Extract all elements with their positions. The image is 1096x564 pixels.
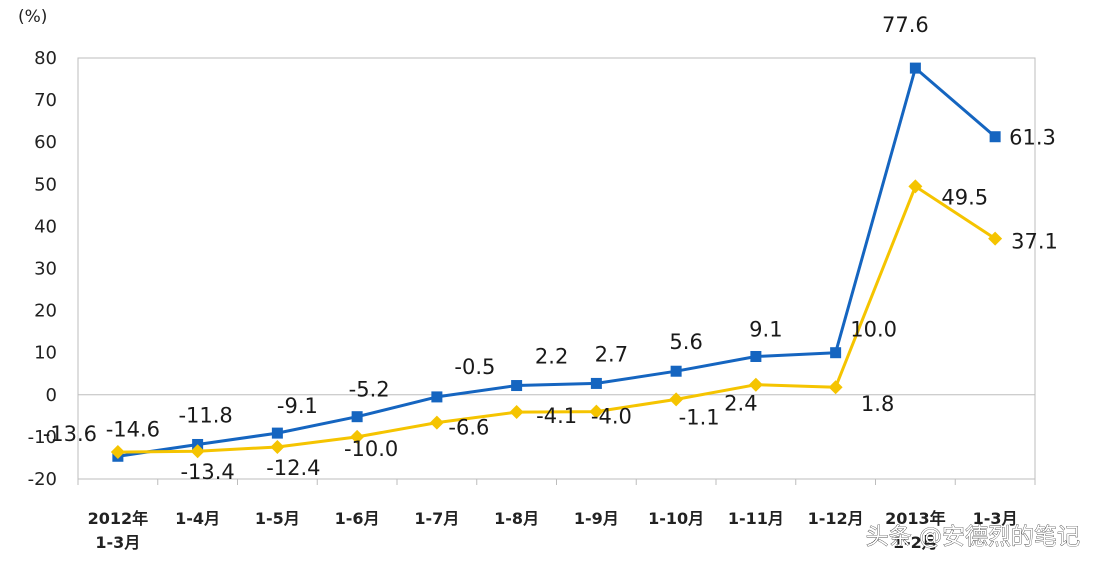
y-tick-label: 0 [46,385,57,406]
data-label: -9.1 [277,394,318,418]
data-label: -1.1 [679,405,720,429]
watermark: 头条 @安德烈的笔记 [866,524,1080,550]
data-label: 9.1 [749,317,782,341]
series-2-point [270,440,285,455]
series-2-point [748,377,763,392]
x-tick-label: 1-7月 [414,509,459,528]
data-label: 1.8 [861,392,894,416]
data-label: -14.6 [106,417,160,441]
series-line-2 [117,184,996,454]
data-label: 5.6 [669,330,702,354]
x-tick-label: 1-9月 [574,509,619,528]
series-line-1 [117,66,997,458]
x-tick-label: 1-11月 [728,509,784,528]
data-label: 2.7 [595,342,628,366]
series-2-point [828,380,843,395]
series-2-point [350,429,365,444]
data-label: -4.1 [536,404,577,428]
series-2-point [190,444,205,459]
x-tick-label: 1-8月 [494,509,539,528]
data-label: -13.4 [180,460,234,484]
series-2-point [509,405,524,420]
data-label: -5.2 [349,378,390,402]
y-tick-label: 40 [34,216,57,237]
series-1-point [830,347,842,359]
y-tick-label: 70 [34,90,57,111]
y-tick-label: 80 [34,48,57,69]
series-2-point [908,179,923,194]
y-tick-label: 10 [34,343,57,364]
y-axis: -20 -10 0 10 20 30 40 50 60 70 80 [28,48,1035,490]
y-tick-label: 50 [34,174,57,195]
x-tick-label: 1-3月 [973,509,1018,528]
data-label: 49.5 [941,185,988,209]
series-2-point [589,404,604,419]
series-1-point [590,377,602,389]
data-label: -0.5 [454,355,495,379]
x-tick-label: 1-5月 [255,509,300,528]
series-1-point [989,131,1001,143]
series-1-point [351,411,363,423]
series-1-point [271,427,283,439]
x-tick-label: 2012年 1-3月 [88,509,149,552]
data-labels: -14.6 -11.8 -9.1 -5.2 -0.5 2.2 2.7 5.6 9.1 10.0 77… [43,13,1058,484]
data-label: 61.3 [1009,126,1056,150]
x-tick-label: 2013年 1-2月 [885,509,946,552]
series-1-point [909,62,921,74]
x-tick-label: 1-10月 [648,509,704,528]
y-unit-label: (%) [18,7,47,27]
data-label: 2.4 [724,392,757,416]
series-2-point [429,415,444,430]
data-label: -13.6 [43,422,97,446]
series-2-point [110,445,125,460]
series-2-point [988,231,1003,246]
y-tick-label: -10 [28,427,57,448]
x-tick-label: 1-6月 [335,509,380,528]
data-label: -11.8 [178,403,232,427]
x-axis: 2012年 1-3月 1-4月 1-5月 1-6月 1-7月 1-8月 1-9月 1-10月 1-… [77,479,1036,552]
y-tick-label: 30 [34,259,57,280]
y-tick-label: -20 [28,469,57,490]
series-1-point [511,380,523,392]
data-label: -10.0 [344,437,398,461]
series-2-point [669,392,684,407]
series-1-point [670,365,682,377]
series-lines [110,62,1003,462]
data-label: 10.0 [850,318,897,342]
data-label: 2.2 [535,345,568,369]
x-tick-label: 1-4月 [175,509,220,528]
data-label: 77.6 [882,13,929,37]
data-label: 37.1 [1011,230,1058,254]
data-label: -12.4 [266,456,320,480]
data-label: -4.0 [591,405,632,429]
series-1-point [750,350,762,362]
data-label: -6.6 [448,416,489,440]
series-1-point [431,391,443,403]
x-tick-label: 1-12月 [808,509,864,528]
y-tick-label: 20 [34,301,57,322]
y-tick-label: 60 [34,132,57,153]
